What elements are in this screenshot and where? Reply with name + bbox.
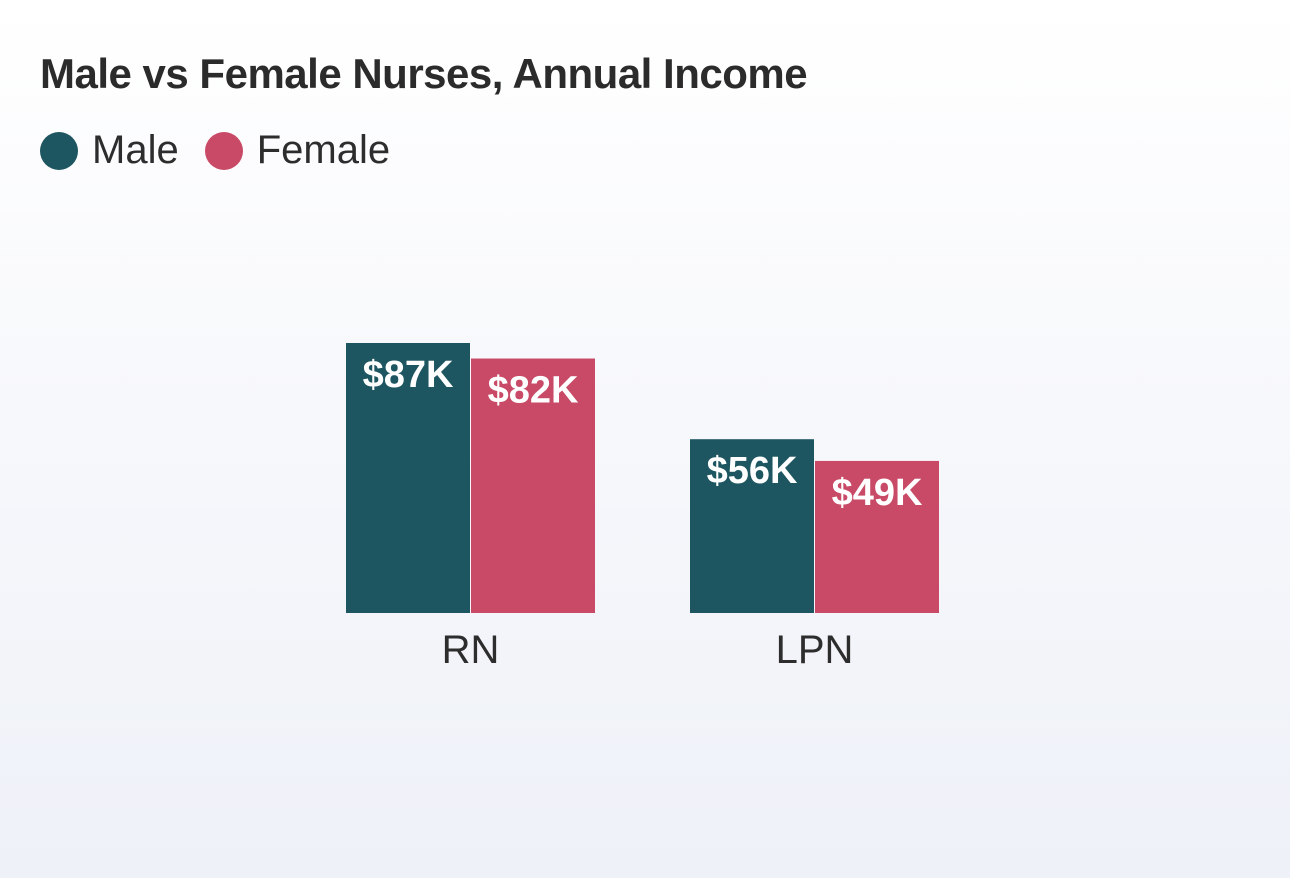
bar-male-rn [346, 343, 470, 613]
legend: Male Female [40, 128, 416, 173]
bar-male-lpn [690, 439, 814, 613]
category-label-rn: RN [442, 628, 500, 672]
legend-item-male: Male [40, 128, 179, 173]
data-label-female-lpn: $49K [832, 472, 923, 514]
bar-female-rn [471, 358, 595, 613]
legend-swatch-female [204, 131, 243, 170]
category-label-lpn: LPN [776, 628, 854, 672]
legend-item-female: Female [204, 128, 391, 173]
data-label-male-rn: $87K [363, 354, 454, 396]
bar-female-lpn [815, 460, 939, 613]
legend-swatch-male [40, 131, 78, 170]
data-label-female-rn: $82K [488, 370, 579, 412]
legend-label-female: Female [256, 128, 391, 172]
data-label-male-lpn: $56K [707, 450, 798, 492]
chart-title: Male vs Female Nurses, Annual Income [40, 50, 808, 97]
legend-label-male: Male [92, 128, 179, 172]
